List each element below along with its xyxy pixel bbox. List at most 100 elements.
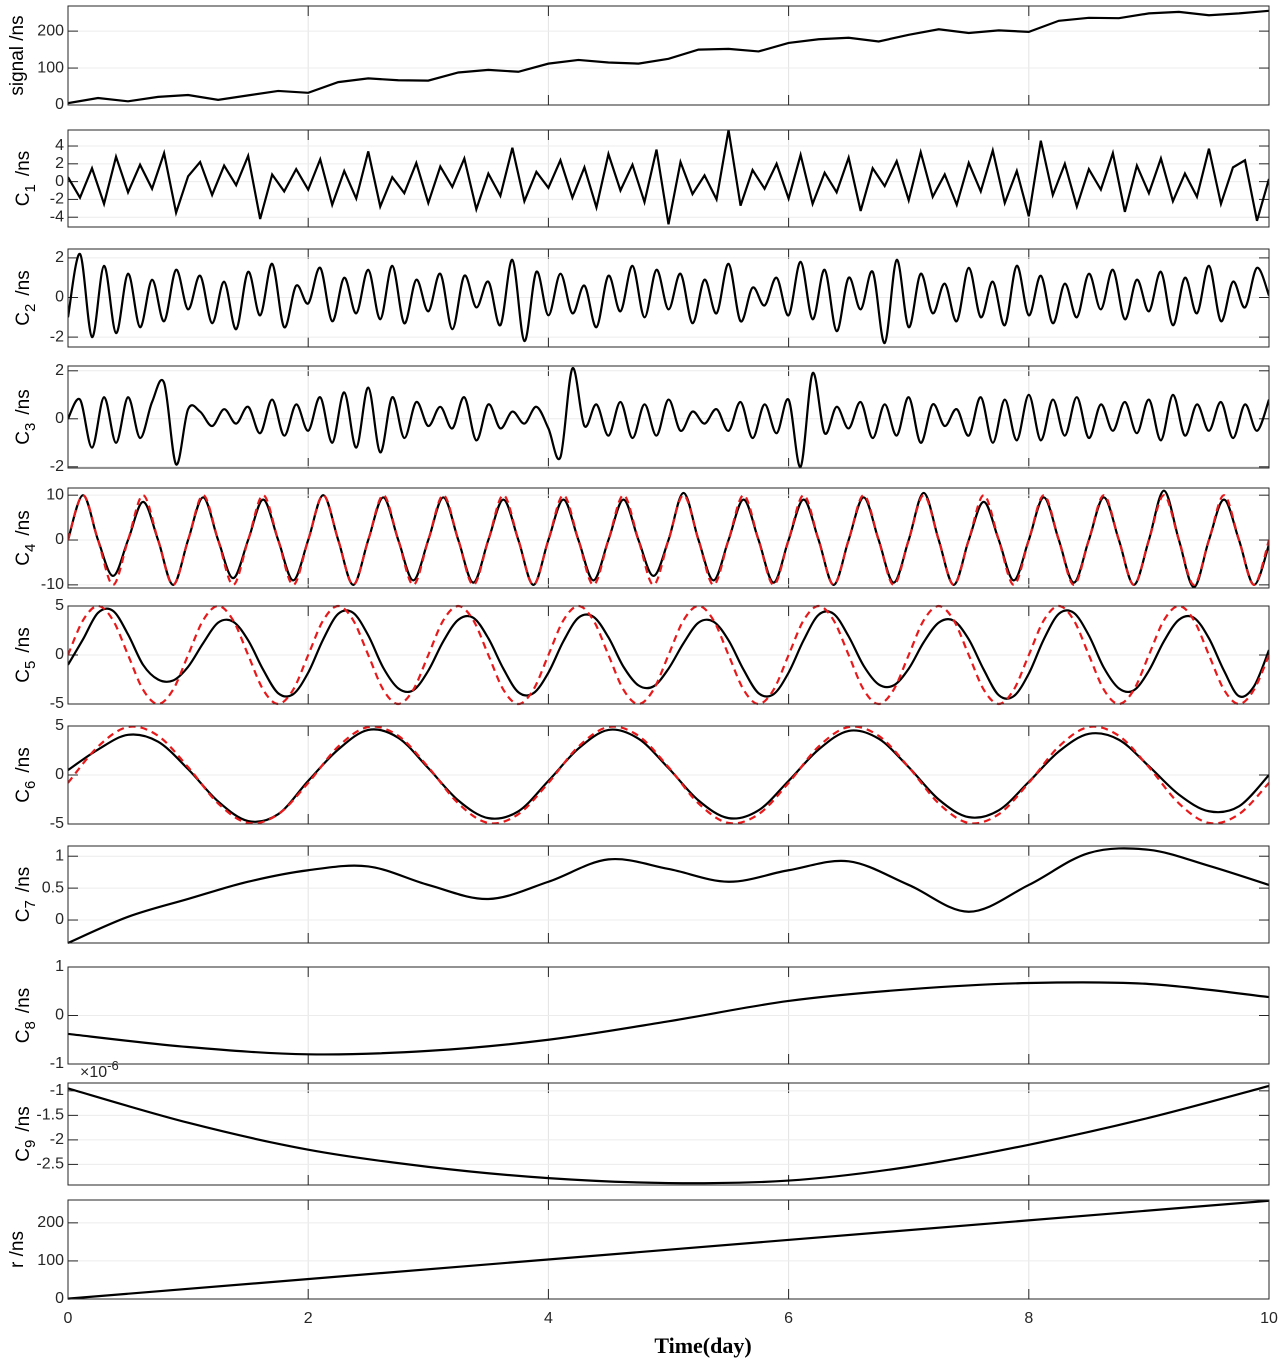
exponent-base: ×10 bbox=[80, 1064, 107, 1081]
y-tick-label: 0 bbox=[55, 96, 64, 113]
x-tick-label: 8 bbox=[1024, 1310, 1033, 1327]
y-axis-label: signal /ns bbox=[7, 15, 28, 95]
y-tick-label: 2 bbox=[55, 362, 64, 379]
series-line bbox=[68, 129, 1269, 225]
y-tick-label: 2 bbox=[55, 249, 64, 266]
plot-area bbox=[68, 366, 1269, 468]
series-line bbox=[68, 604, 1269, 706]
y-label-text: C bbox=[13, 552, 34, 566]
series-group bbox=[68, 981, 1269, 1056]
y-tick-label: 0 bbox=[55, 531, 64, 548]
y-axis-label: C9/ns bbox=[13, 1106, 39, 1161]
y-tick-label: -5 bbox=[50, 695, 64, 712]
series-line bbox=[68, 9, 1269, 105]
y-label-text: C bbox=[13, 431, 34, 445]
axes-box bbox=[67, 1082, 1270, 1186]
y-axis-label: C4/ns bbox=[13, 510, 39, 565]
y-label-unit: /ns bbox=[13, 1106, 34, 1131]
y-label-subscript: 2 bbox=[22, 304, 39, 312]
y-label-text: r /ns bbox=[7, 1231, 28, 1268]
y-axis-label: C8/ns bbox=[13, 988, 39, 1043]
y-tick-label: -4 bbox=[50, 208, 64, 225]
x-tick-label: 6 bbox=[784, 1310, 793, 1327]
y-axis-label: r /ns bbox=[7, 1231, 28, 1268]
y-label-unit: /ns bbox=[13, 270, 34, 295]
plot-area bbox=[68, 846, 1269, 943]
y-label-unit: /ns bbox=[13, 747, 34, 772]
series-line bbox=[68, 367, 1269, 468]
y-tick-label: 0.5 bbox=[42, 879, 64, 896]
y-tick-label: 1 bbox=[55, 958, 64, 975]
y-tick-label: -2 bbox=[50, 328, 64, 345]
y-label-subscript: 5 bbox=[22, 661, 39, 669]
x-tick-label: 2 bbox=[304, 1310, 313, 1327]
y-tick-label: -10 bbox=[41, 576, 64, 593]
axis-exponent: ×10-6 bbox=[80, 1058, 119, 1081]
y-label-subscript: 6 bbox=[22, 781, 39, 789]
y-label-unit: /ns bbox=[13, 389, 34, 414]
axes-box bbox=[67, 248, 1270, 348]
y-tick-label: 0 bbox=[55, 289, 64, 306]
y-axis-label: C7/ns bbox=[13, 867, 39, 922]
axes-box bbox=[67, 725, 1270, 825]
y-label-text: C bbox=[13, 1029, 34, 1043]
y-tick-label: 0 bbox=[55, 766, 64, 783]
y-label-subscript: 8 bbox=[22, 1021, 39, 1029]
series-group bbox=[68, 9, 1269, 105]
y-axis-label: C3/ns bbox=[13, 389, 39, 444]
axes-box bbox=[67, 365, 1270, 469]
series-group bbox=[68, 489, 1269, 589]
series-line bbox=[68, 252, 1269, 345]
plot-area bbox=[68, 6, 1269, 105]
y-label-subscript: 4 bbox=[22, 544, 39, 552]
axes-box bbox=[67, 129, 1270, 228]
y-label-text: C bbox=[13, 312, 34, 326]
y-tick-label: 5 bbox=[55, 597, 64, 614]
axes-box bbox=[67, 5, 1270, 106]
series-group bbox=[68, 367, 1269, 468]
y-tick-label: -1.5 bbox=[36, 1107, 64, 1124]
axes-box bbox=[67, 487, 1270, 589]
series-line bbox=[68, 981, 1269, 1056]
series-group bbox=[68, 1084, 1269, 1185]
x-axis-label: Time(day) bbox=[654, 1333, 751, 1358]
y-axis-label: C6/ns bbox=[13, 747, 39, 802]
y-tick-label: 10 bbox=[46, 486, 64, 503]
series-group bbox=[68, 252, 1269, 345]
series-group bbox=[68, 725, 1269, 825]
y-tick-label: -1 bbox=[50, 1055, 64, 1072]
plot-area bbox=[68, 1083, 1269, 1185]
y-tick-label: -2 bbox=[50, 458, 64, 475]
y-axis-label: C5/ns bbox=[13, 627, 39, 682]
x-tick-label: 0 bbox=[64, 1310, 73, 1327]
y-label-unit: /ns bbox=[13, 988, 34, 1013]
y-label-text: C bbox=[13, 1148, 34, 1162]
axes-box bbox=[67, 605, 1270, 705]
series-line bbox=[68, 607, 1269, 700]
y-axis-label: C2/ns bbox=[13, 270, 39, 325]
y-tick-label: -2.5 bbox=[36, 1156, 64, 1173]
series-line bbox=[68, 1199, 1269, 1300]
series-line bbox=[68, 725, 1269, 825]
y-tick-label: 0 bbox=[55, 911, 64, 928]
y-label-text: C bbox=[13, 908, 34, 922]
series-group bbox=[68, 604, 1269, 706]
y-tick-label: 200 bbox=[37, 22, 64, 39]
series-line bbox=[68, 494, 1269, 586]
y-label-text: C bbox=[13, 192, 34, 206]
exponent-power: -6 bbox=[107, 1058, 119, 1073]
y-label-unit: /ns bbox=[13, 510, 34, 535]
y-tick-label: 200 bbox=[37, 1214, 64, 1231]
series-group bbox=[68, 129, 1269, 225]
y-tick-label: 0 bbox=[55, 646, 64, 663]
y-tick-label: 4 bbox=[55, 137, 64, 154]
y-tick-label: 0 bbox=[55, 410, 64, 427]
y-label-text: signal /ns bbox=[7, 15, 28, 95]
y-tick-label: 0 bbox=[55, 173, 64, 190]
y-tick-label: -2 bbox=[50, 1131, 64, 1148]
y-tick-label: 0 bbox=[55, 1290, 64, 1307]
y-tick-label: 0 bbox=[55, 1007, 64, 1024]
y-tick-label: 2 bbox=[55, 155, 64, 172]
y-tick-label: 100 bbox=[37, 59, 64, 76]
